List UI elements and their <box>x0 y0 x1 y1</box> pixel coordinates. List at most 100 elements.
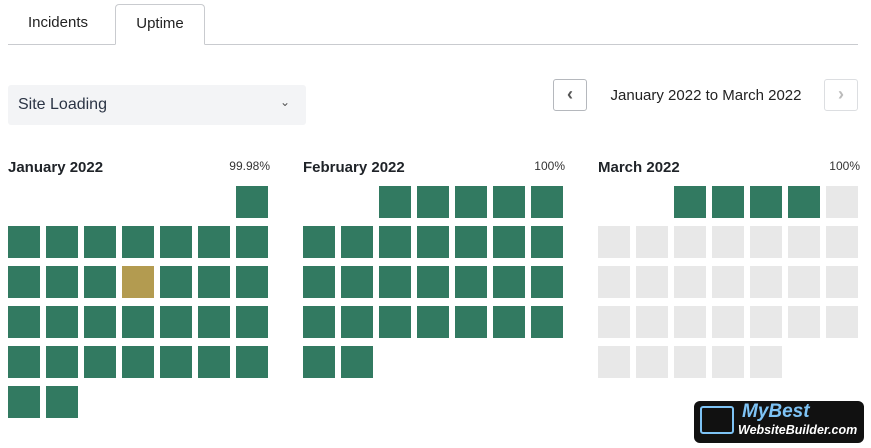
day-cell-up[interactable] <box>379 186 411 218</box>
day-cell-up[interactable] <box>198 306 230 338</box>
prev-range-button[interactable]: ‹ <box>553 79 587 111</box>
day-cell-no-data[interactable] <box>636 346 668 378</box>
day-cell-no-data[interactable] <box>674 266 706 298</box>
day-cell-up[interactable] <box>341 226 373 258</box>
day-cell-up[interactable] <box>198 346 230 378</box>
day-cell-no-data[interactable] <box>598 346 630 378</box>
day-cell-no-data[interactable] <box>598 266 630 298</box>
day-cell-up[interactable] <box>236 266 268 298</box>
day-cell-no-data[interactable] <box>750 226 782 258</box>
day-cell-up[interactable] <box>236 186 268 218</box>
day-cell-up[interactable] <box>341 306 373 338</box>
day-cell-up[interactable] <box>236 226 268 258</box>
day-cell-up[interactable] <box>84 266 116 298</box>
day-cell-up[interactable] <box>236 306 268 338</box>
day-cell-no-data[interactable] <box>674 226 706 258</box>
day-cell-no-data[interactable] <box>750 266 782 298</box>
day-cell-up[interactable] <box>46 226 78 258</box>
day-cell-up[interactable] <box>160 306 192 338</box>
day-cell-up[interactable] <box>84 226 116 258</box>
day-cell-up[interactable] <box>455 306 487 338</box>
day-cell-up[interactable] <box>303 346 335 378</box>
day-cell-no-data[interactable] <box>750 346 782 378</box>
day-cell-up[interactable] <box>122 226 154 258</box>
day-cell-up[interactable] <box>198 226 230 258</box>
day-cell-no-data[interactable] <box>598 306 630 338</box>
day-cell-up[interactable] <box>341 346 373 378</box>
day-cell-no-data[interactable] <box>598 226 630 258</box>
chevron-down-icon: ⌄ <box>279 95 290 109</box>
watermark-line2: WebsiteBuilder.com <box>738 423 858 437</box>
day-cell-up[interactable] <box>46 386 78 418</box>
month-calendar-march: March 2022 100% <box>598 158 860 428</box>
day-cell-up[interactable] <box>46 306 78 338</box>
day-cell-up[interactable] <box>531 266 563 298</box>
day-cell-no-data[interactable] <box>712 346 744 378</box>
day-cell-no-data[interactable] <box>636 226 668 258</box>
day-cell-up[interactable] <box>531 226 563 258</box>
day-cell-no-data[interactable] <box>826 186 858 218</box>
day-cell-no-data[interactable] <box>826 266 858 298</box>
day-cell-up[interactable] <box>84 306 116 338</box>
day-cell-no-data[interactable] <box>636 266 668 298</box>
day-cell-degraded[interactable] <box>122 266 154 298</box>
day-cell-up[interactable] <box>8 266 40 298</box>
day-cell-no-data[interactable] <box>826 226 858 258</box>
day-cell-no-data[interactable] <box>750 306 782 338</box>
day-cell-up[interactable] <box>160 346 192 378</box>
day-cell-no-data[interactable] <box>674 306 706 338</box>
day-cell-up[interactable] <box>8 346 40 378</box>
day-cell-up[interactable] <box>788 186 820 218</box>
day-cell-no-data[interactable] <box>712 226 744 258</box>
day-cell-up[interactable] <box>455 226 487 258</box>
day-cell-up[interactable] <box>8 386 40 418</box>
tab-uptime[interactable]: Uptime <box>115 4 205 45</box>
day-cell-no-data[interactable] <box>788 306 820 338</box>
day-cell-up[interactable] <box>303 306 335 338</box>
day-cell-up[interactable] <box>160 266 192 298</box>
next-range-button[interactable]: › <box>824 79 858 111</box>
tab-incidents[interactable]: Incidents <box>27 14 89 31</box>
day-cell-up[interactable] <box>531 306 563 338</box>
day-cell-up[interactable] <box>84 346 116 378</box>
monitor-select[interactable]: Site Loading ⌄ <box>8 85 306 125</box>
day-cell-up[interactable] <box>122 306 154 338</box>
month-uptime: 99.98% <box>229 159 270 173</box>
day-cell-up[interactable] <box>379 226 411 258</box>
day-cell-up[interactable] <box>493 266 525 298</box>
day-cell-no-data[interactable] <box>788 226 820 258</box>
day-cell-up[interactable] <box>417 266 449 298</box>
day-cell-no-data[interactable] <box>788 266 820 298</box>
day-cell-no-data[interactable] <box>712 266 744 298</box>
day-cell-up[interactable] <box>303 266 335 298</box>
day-cell-no-data[interactable] <box>674 346 706 378</box>
day-cell-up[interactable] <box>379 306 411 338</box>
day-cell-up[interactable] <box>417 186 449 218</box>
day-cell-up[interactable] <box>160 226 192 258</box>
day-cell-up[interactable] <box>750 186 782 218</box>
day-cell-up[interactable] <box>303 226 335 258</box>
day-cell-up[interactable] <box>46 346 78 378</box>
day-cell-up[interactable] <box>531 186 563 218</box>
day-cell-up[interactable] <box>341 266 373 298</box>
day-cell-up[interactable] <box>712 186 744 218</box>
day-cell-up[interactable] <box>198 266 230 298</box>
day-cell-up[interactable] <box>46 266 78 298</box>
day-cell-up[interactable] <box>417 306 449 338</box>
day-cell-no-data[interactable] <box>826 306 858 338</box>
day-cell-up[interactable] <box>8 306 40 338</box>
day-cell-up[interactable] <box>122 346 154 378</box>
day-cell-up[interactable] <box>236 346 268 378</box>
day-cell-up[interactable] <box>8 226 40 258</box>
day-cell-up[interactable] <box>493 186 525 218</box>
day-cell-up[interactable] <box>417 226 449 258</box>
day-cell-up[interactable] <box>493 306 525 338</box>
day-cell-no-data[interactable] <box>636 306 668 338</box>
day-cell-no-data[interactable] <box>712 306 744 338</box>
day-cell-up[interactable] <box>455 186 487 218</box>
day-cell-up[interactable] <box>379 266 411 298</box>
day-cell-up[interactable] <box>674 186 706 218</box>
date-range-label: January 2022 to March 2022 <box>610 87 802 104</box>
day-cell-up[interactable] <box>455 266 487 298</box>
day-cell-up[interactable] <box>493 226 525 258</box>
